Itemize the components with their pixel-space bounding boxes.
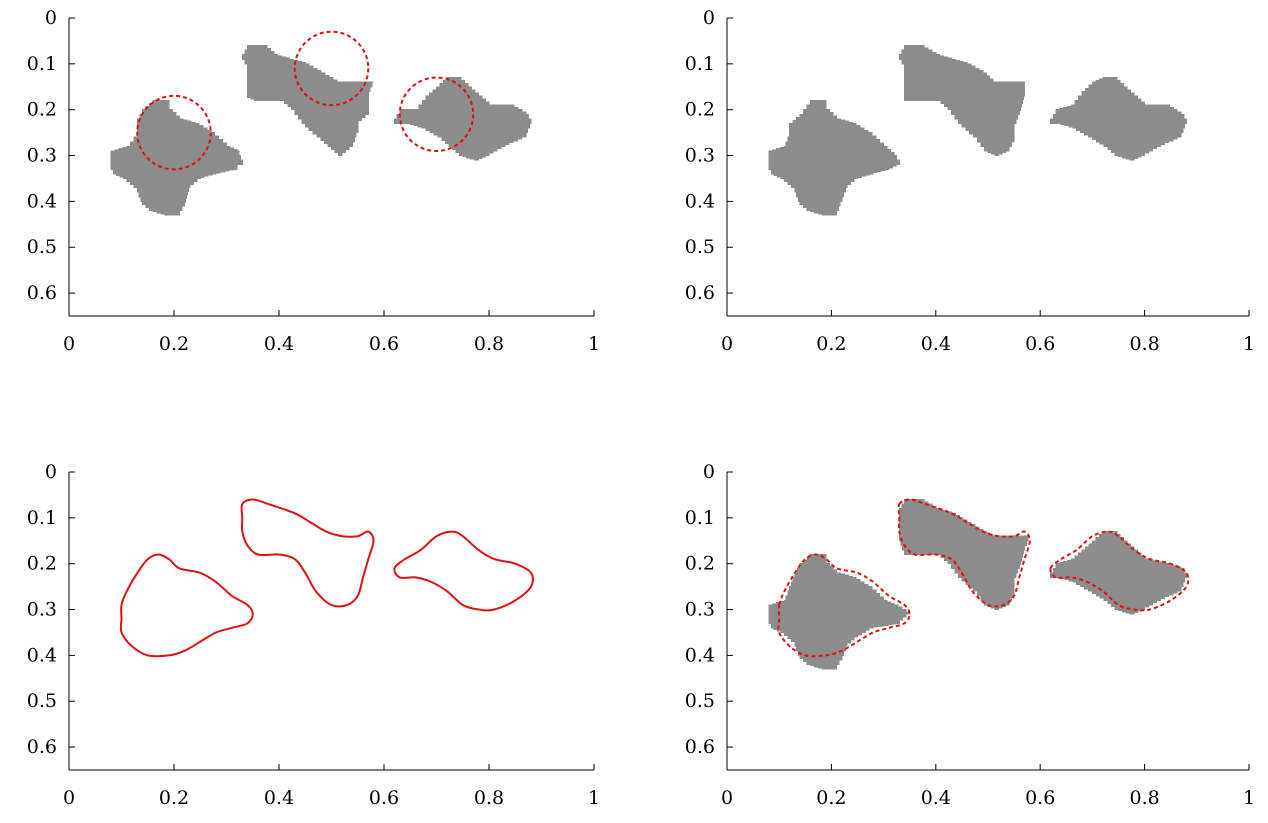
dashed-circle-3 [398, 76, 475, 153]
y-tick-label: 0.6 [27, 736, 57, 758]
filled-shape-2 [898, 499, 1030, 610]
y-tick-label: 0.6 [685, 736, 715, 758]
outline-2 [240, 498, 375, 608]
filled-shape-3 [1050, 531, 1187, 615]
dashed-outline-3 [1049, 530, 1190, 612]
x-tick-label: 1 [1243, 333, 1255, 355]
y-tick-label: 0 [45, 461, 57, 483]
filled-shape-3 [1050, 77, 1187, 161]
y-tick-label: 0 [45, 7, 57, 29]
y-tick-label: 0.4 [27, 644, 57, 666]
y-tick-label: 0.2 [27, 99, 57, 121]
y-tick-label: 0.5 [685, 236, 715, 258]
y-tick-label: 0.6 [27, 282, 57, 304]
y-tick-label: 0.1 [685, 53, 715, 75]
x-tick-label: 0 [63, 333, 75, 355]
y-tick-label: 0.4 [27, 190, 57, 212]
x-tick-label: 0.8 [474, 787, 504, 809]
x-tick-label: 0.2 [816, 333, 846, 355]
y-tick-label: 0.5 [27, 236, 57, 258]
y-tick-label: 0.4 [685, 190, 715, 212]
x-tick-label: 0 [721, 787, 733, 809]
x-tick-label: 1 [588, 333, 600, 355]
y-tick-label: 0.5 [685, 690, 715, 712]
dashed-outline-2 [897, 498, 1031, 608]
filled-shape-3 [394, 77, 532, 161]
panel-top-left: 0 0.1 0.2 0.3 0.4 0.5 0.6 0 0.2 0.4 0.6 0.8 1 [27, 7, 600, 355]
x-tick-label: 0.6 [1025, 333, 1055, 355]
filled-shape-2 [898, 45, 1025, 156]
y-tick-label: 0.4 [685, 644, 715, 666]
dashed-outline-1 [777, 553, 911, 658]
x-tick-label: 0.4 [264, 333, 294, 355]
y-tick-label: 0.3 [27, 599, 57, 621]
filled-shape-1 [110, 100, 243, 216]
y-tick-label: 0.2 [685, 553, 715, 575]
dashed-circle-1 [136, 94, 212, 171]
outline-3 [393, 530, 534, 612]
panel-bottom-right: 0 0.1 0.2 0.3 0.4 0.5 0.6 0 0.2 0.4 0.6 0.8 1 [685, 461, 1255, 809]
y-tick-label: 0.1 [685, 507, 715, 529]
y-tick-label: 0.3 [27, 145, 57, 167]
filled-shape-2 [241, 45, 374, 156]
outline-1 [119, 553, 254, 658]
x-tick-label: 0.4 [264, 787, 294, 809]
y-tick-label: 0.2 [27, 553, 57, 575]
x-tick-label: 0.2 [159, 787, 189, 809]
x-tick-label: 0.4 [921, 787, 951, 809]
y-tick-label: 0.1 [27, 507, 57, 529]
x-tick-label: 0.2 [159, 333, 189, 355]
x-tick-label: 0.8 [474, 333, 504, 355]
x-tick-label: 0.6 [369, 333, 399, 355]
y-tick-label: 0.1 [27, 53, 57, 75]
y-tick-label: 0.5 [27, 690, 57, 712]
x-tick-label: 0 [721, 333, 733, 355]
x-tick-label: 0.4 [921, 333, 951, 355]
y-tick-label: 0.2 [685, 99, 715, 121]
y-tick-label: 0 [703, 461, 715, 483]
dashed-circle-2 [293, 30, 370, 107]
x-tick-label: 0 [63, 787, 75, 809]
x-tick-label: 0.6 [1025, 787, 1055, 809]
filled-shape-1 [768, 100, 900, 216]
x-tick-label: 0.2 [816, 787, 846, 809]
y-tick-label: 0.6 [685, 282, 715, 304]
y-tick-label: 0.3 [685, 599, 715, 621]
x-tick-label: 0.8 [1129, 787, 1159, 809]
x-tick-label: 1 [1243, 787, 1255, 809]
y-tick-label: 0.3 [685, 145, 715, 167]
filled-shape-1 [768, 554, 911, 670]
x-tick-label: 0.6 [369, 787, 399, 809]
panel-bottom-left: 0 0.1 0.2 0.3 0.4 0.5 0.6 0 0.2 0.4 0.6 0.8 1 [27, 461, 600, 809]
panel-top-right: 0 0.1 0.2 0.3 0.4 0.5 0.6 0 0.2 0.4 0.6 0.8 1 [685, 7, 1255, 355]
y-tick-label: 0 [703, 7, 715, 29]
x-tick-label: 1 [588, 787, 600, 809]
x-tick-label: 0.8 [1129, 333, 1159, 355]
